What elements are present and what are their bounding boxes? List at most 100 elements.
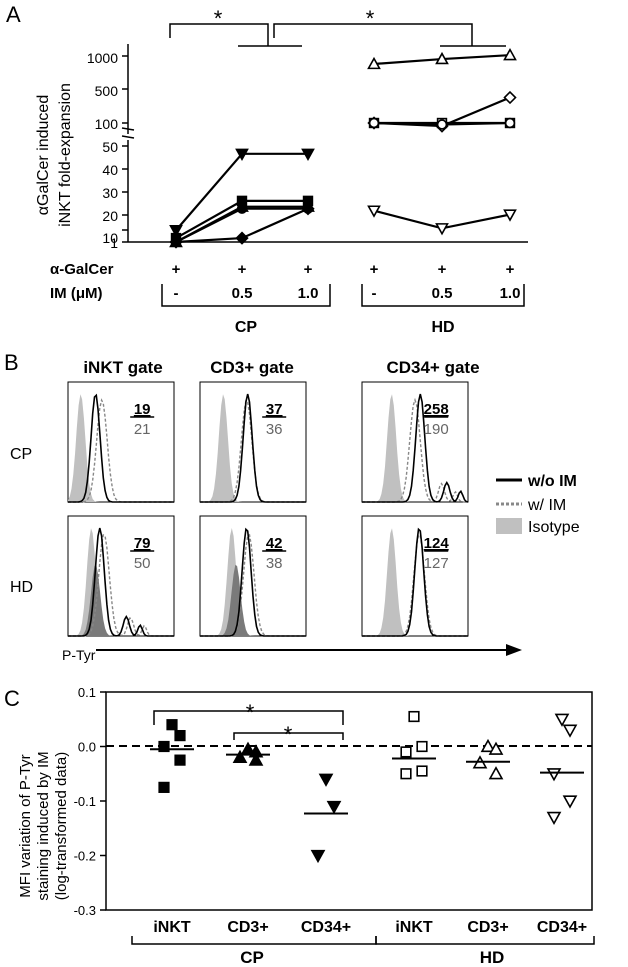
panel-a-point-8-2 bbox=[504, 117, 516, 129]
panel-c-point-2-2 bbox=[310, 849, 326, 864]
panel-b-row-label-cp: CP bbox=[10, 446, 32, 463]
panel-b-mfi-wo-1-2: 124 bbox=[424, 535, 450, 552]
panel-a-ytick-500: 500 bbox=[95, 83, 119, 99]
panel-a-star-1: * bbox=[214, 6, 223, 31]
panel-c-xlabel-0: iNKT bbox=[153, 919, 191, 936]
panel-a-point-9-2 bbox=[503, 209, 517, 222]
panel-b-isotype-0-2 bbox=[362, 394, 468, 502]
panel-c-point-2-1 bbox=[326, 800, 342, 815]
panel-a-series-line-0 bbox=[175, 152, 308, 231]
panel-a-ytick-1000: 1000 bbox=[87, 50, 118, 66]
panel-a-ylabel-line1: αGalCer induced bbox=[35, 95, 52, 215]
panel-c-ytick-label-1: 0.0 bbox=[78, 740, 96, 755]
panel-a-y-axis bbox=[121, 44, 528, 243]
panel-a-point-9-1 bbox=[435, 223, 449, 236]
panel-a-row-label-im: IM (μM) bbox=[50, 285, 103, 302]
panel-a-point-5-2 bbox=[503, 47, 517, 61]
panel-c-point-5-4 bbox=[546, 811, 562, 825]
panel-b-mfi-w-1-1: 38 bbox=[266, 555, 283, 572]
panel-b-plot-1-1 bbox=[199, 515, 307, 637]
panel-c-xlabel-3: iNKT bbox=[395, 919, 433, 936]
panel-a-cond-1-5: 1.0 bbox=[500, 285, 521, 302]
panel-b-mfi-w-1-0: 50 bbox=[134, 555, 151, 572]
panel-a-point-8-1 bbox=[436, 119, 448, 130]
panel-c-ytick-label-0: 0.1 bbox=[78, 685, 96, 700]
panel-c-y-ticks: 0.1 0.0 -0.1 -0.2 -0.3 bbox=[74, 685, 106, 918]
panel-c-point-4-1 bbox=[488, 741, 504, 755]
panel-c-ytick-label-4: -0.3 bbox=[74, 903, 96, 918]
panel-b-histograms: iNKT gate CD3+ gate CD34+ gate CP HD 19 2… bbox=[10, 358, 580, 663]
panel-b-col-title-cd3: CD3+ gate bbox=[210, 358, 294, 377]
panel-b-mfi-w-0-1: 36 bbox=[266, 421, 283, 438]
panel-c-point-5-0 bbox=[554, 713, 570, 727]
panel-a-cond-1-2: 1.0 bbox=[298, 285, 319, 302]
panel-c-point-0-1 bbox=[174, 729, 186, 742]
panel-c-group-brackets bbox=[131, 936, 595, 945]
panel-a-cond-1-0: - bbox=[174, 285, 179, 302]
panel-a-point-0-1 bbox=[235, 148, 249, 161]
panel-c-significance-brackets bbox=[153, 710, 344, 740]
panel-a-point-5-0 bbox=[367, 56, 381, 70]
panel-a-significance-brackets bbox=[169, 23, 506, 47]
panel-a-point-6-2 bbox=[503, 90, 517, 105]
panel-b-mfi-wo-1-1: 42 bbox=[266, 535, 283, 552]
panel-c-point-0-3 bbox=[174, 754, 186, 766]
panel-c-ylabel-line3: (log-transformed data) bbox=[53, 752, 70, 900]
panel-a-point-4-0 bbox=[169, 235, 183, 249]
panel-c-point-4-0 bbox=[480, 738, 496, 753]
panel-a-condition-values: + + + + + + - 0.5 1.0 - 0.5 1.0 bbox=[172, 261, 521, 302]
panel-a-ytick-20: 20 bbox=[102, 208, 118, 224]
panel-a-ytick-30: 30 bbox=[102, 185, 118, 201]
panel-c-ylabel-line1: MFI variation of P-Tyr bbox=[17, 754, 34, 897]
panel-a-group-cp: CP bbox=[235, 319, 258, 336]
panel-a-cond-0-2: + bbox=[304, 261, 313, 278]
panel-c-xlabel-2: CD34+ bbox=[301, 919, 351, 936]
panel-b-x-arrowhead bbox=[506, 644, 522, 656]
panel-c-group-hd: HD bbox=[480, 948, 505, 967]
panel-c-point-0-4 bbox=[158, 781, 170, 793]
panel-a-cond-0-3: + bbox=[370, 261, 379, 278]
panel-b-mfi-wo-0-1: 37 bbox=[266, 401, 283, 418]
panel-a-cond-1-4: 0.5 bbox=[432, 285, 453, 302]
panel-b-isotype-1-1 bbox=[200, 528, 306, 636]
panel-b-isotype-0-1 bbox=[200, 394, 306, 502]
panel-a-point-0-2 bbox=[301, 148, 315, 161]
panel-b-wo-im-1-0 bbox=[68, 527, 174, 637]
panel-c-point-1-3 bbox=[248, 752, 264, 766]
panel-c-point-3-0 bbox=[408, 710, 420, 723]
panel-c-point-5-3 bbox=[562, 795, 578, 809]
panel-c-xlabel-1: CD3+ bbox=[227, 919, 268, 936]
panel-b-wo-im-0-2 bbox=[362, 393, 469, 503]
panel-c-point-3-2 bbox=[400, 746, 412, 758]
panel-b-wo-im-1-2 bbox=[362, 527, 468, 637]
panel-label-c: C bbox=[4, 686, 20, 711]
panel-a-ylabel-line2: iNKT fold-expansion bbox=[57, 83, 74, 227]
legend-w-im-label: w/ IM bbox=[527, 497, 566, 514]
panel-c-ylabel-line2: staining induced by IM bbox=[35, 751, 52, 900]
panel-b-wo-im-1-1 bbox=[200, 527, 306, 637]
panel-label-b: B bbox=[4, 350, 19, 375]
panel-a-cond-0-5: + bbox=[506, 261, 515, 278]
panel-label-a: A bbox=[6, 2, 21, 27]
panel-c-point-4-3 bbox=[488, 766, 504, 780]
panel-c-point-0-0 bbox=[166, 719, 178, 731]
panel-c-point-3-4 bbox=[400, 768, 412, 780]
panel-a-ytick-40: 40 bbox=[102, 162, 118, 178]
panel-a-point-5-1 bbox=[435, 51, 449, 65]
panel-c-plot-frame bbox=[105, 691, 593, 911]
panel-a-cond-1-3: - bbox=[372, 285, 377, 302]
panel-b-col-title-inkt: iNKT gate bbox=[83, 358, 162, 377]
panel-a-series-layer bbox=[169, 47, 517, 249]
panel-c-point-2-0 bbox=[318, 773, 334, 787]
panel-c-star-1: * bbox=[246, 700, 255, 725]
panel-a-point-4-1 bbox=[235, 231, 249, 245]
panel-a-cond-1-1: 0.5 bbox=[232, 285, 253, 302]
panel-a-cond-0-1: + bbox=[238, 261, 247, 278]
panel-a-ytick-100: 100 bbox=[95, 116, 119, 132]
panel-c-point-5-2 bbox=[546, 768, 562, 782]
panel-a-group-hd: HD bbox=[431, 319, 454, 336]
panel-c-star-2: * bbox=[284, 722, 293, 747]
panel-c-scatter: MFI variation of P-Tyr staining induced … bbox=[17, 685, 595, 967]
panel-b-plot-grid: 19 21 37 36 258 190 79 50 42 38 124 127 bbox=[67, 381, 469, 637]
